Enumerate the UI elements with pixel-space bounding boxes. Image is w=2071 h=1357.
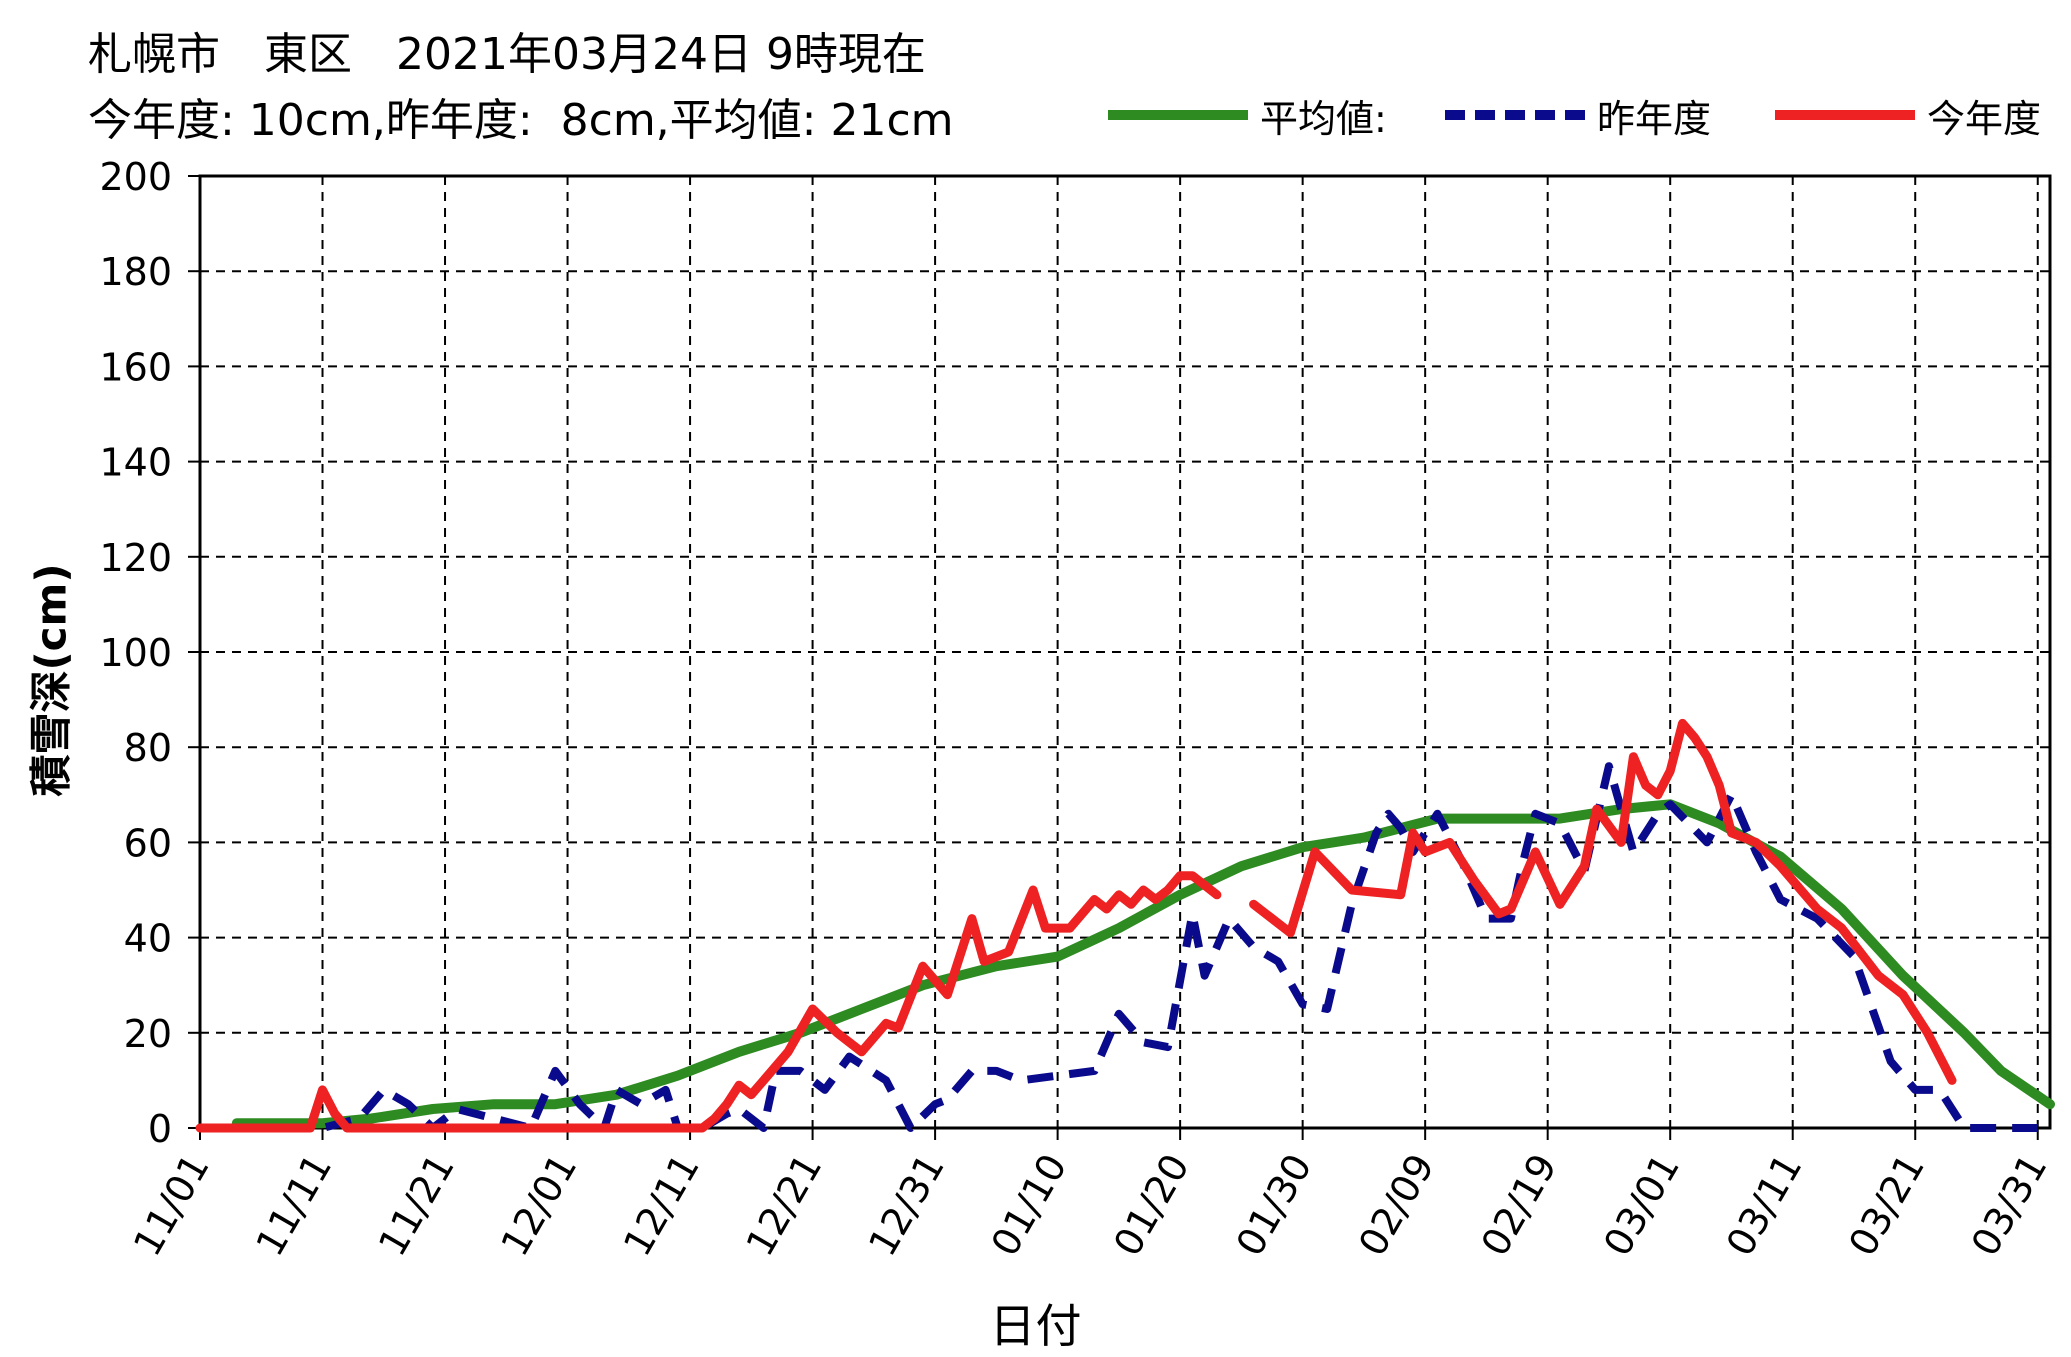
y-tick-label: 200 [99,155,172,199]
x-tick-label: 11/01 [125,1147,218,1264]
x-tick-label: 03/01 [1595,1147,1688,1264]
x-tick-label: 01/30 [1228,1147,1321,1264]
series-line-this-year [195,871,1222,1133]
y-tick-label: 160 [99,345,172,389]
y-tick-label: 100 [99,631,172,675]
x-tick-label: 03/31 [1963,1147,2056,1264]
y-tick-label: 180 [99,250,172,294]
y-tick-label: 20 [124,1012,172,1056]
x-tick-label: 12/31 [860,1147,953,1264]
legend-swatch-this-year [1775,110,1915,120]
x-tick-label: 02/09 [1350,1147,1443,1264]
legend-swatch-last-year [1445,110,1585,120]
y-axis-label: 積雪深(cm) [26,563,76,797]
legend-item-last-year: 昨年度 [1445,90,1712,141]
x-tick-label: 01/10 [983,1147,1076,1264]
x-tick-label: 11/11 [247,1147,340,1264]
x-tick-label: 12/21 [738,1147,831,1264]
legend-label-last-year: 昨年度 [1597,96,1712,141]
x-tick-label: 03/21 [1840,1147,1933,1264]
legend-item-this-year: 今年度 [1775,90,2042,141]
y-tick-label: 120 [99,536,172,580]
legend-label-average: 平均値: [1260,96,1387,141]
legend-item-average: 平均値: [1108,90,1387,141]
x-tick-label: 11/21 [370,1147,463,1264]
x-tick-label: 03/11 [1718,1147,1811,1264]
chart-subtitle: 今年度: 10cm,昨年度: 8cm,平均値: 21cm [88,95,954,146]
series-line-average [231,799,2055,1129]
chart-title: 札幌市 東区 2021年03月24日 9時現在 [88,29,926,80]
x-tick-label: 02/19 [1473,1147,1566,1264]
series-line-last-year [200,762,2038,1132]
y-tick-label: 60 [124,821,172,865]
y-tick-label: 0 [148,1107,172,1151]
legend-label-this-year: 今年度 [1927,96,2042,141]
series-line-this-year [1249,718,1957,1085]
legend-swatch-average [1108,110,1248,120]
x-tick-label: 12/11 [615,1147,708,1264]
y-tick-label: 80 [124,726,172,770]
y-tick-label: 40 [124,917,172,961]
x-tick-label: 12/01 [492,1147,585,1264]
x-axis-label: 日付 [989,1299,1082,1353]
y-tick-label: 140 [99,441,172,485]
x-tick-label: 01/20 [1105,1147,1198,1264]
